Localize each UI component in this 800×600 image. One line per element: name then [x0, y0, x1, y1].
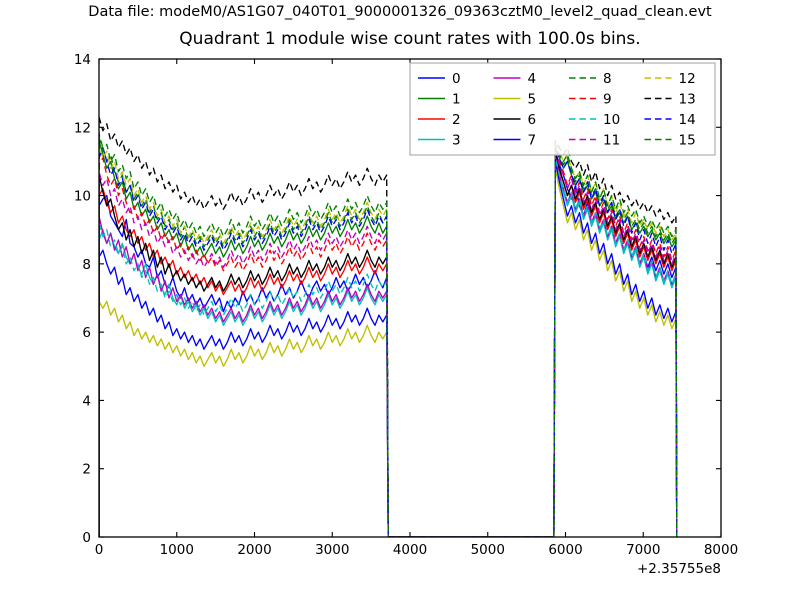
x-tick-label: 5000	[471, 542, 505, 558]
series-line-13	[99, 116, 678, 537]
y-tick-label: 0	[82, 530, 91, 546]
series-line-3	[99, 160, 678, 537]
y-tick-label: 8	[82, 257, 91, 273]
x-tick-label: 7000	[626, 542, 660, 558]
y-tick-label: 2	[82, 462, 91, 478]
x-tick-label: 0	[95, 542, 104, 558]
x-tick-label: 6000	[548, 542, 582, 558]
x-tick-label: 1000	[160, 542, 194, 558]
data-file-suptitle: Data file: modeM0/AS1G07_040T01_90000013…	[88, 4, 712, 20]
series-line-12	[99, 143, 678, 537]
legend-label-7: 7	[528, 133, 537, 149]
legend-label-9: 9	[603, 92, 612, 108]
legend-label-12: 12	[679, 71, 696, 87]
legend-label-2: 2	[452, 112, 461, 128]
y-tick-label: 6	[82, 325, 91, 341]
x-tick-label: 8000	[704, 542, 738, 558]
legend-label-10: 10	[603, 112, 620, 128]
y-tick-label: 14	[74, 52, 91, 68]
y-tick-label: 10	[74, 189, 91, 205]
plot-title: Quadrant 1 module wise count rates with …	[179, 29, 641, 49]
legend-box	[409, 62, 716, 156]
legend-label-4: 4	[528, 71, 537, 87]
x-tick-label: 4000	[393, 542, 427, 558]
series-line-7	[99, 160, 678, 537]
series-line-5	[99, 167, 678, 537]
series-line-2	[99, 157, 678, 537]
legend-label-5: 5	[528, 92, 537, 108]
series-line-6	[99, 150, 678, 537]
legend-label-1: 1	[452, 92, 461, 108]
legend-label-14: 14	[679, 112, 696, 128]
series-line-15	[99, 136, 678, 537]
legend-label-15: 15	[679, 133, 696, 149]
legend-label-13: 13	[679, 92, 696, 108]
series-line-9	[99, 147, 678, 537]
series-line-10	[99, 157, 678, 537]
y-tick-label: 4	[82, 393, 91, 409]
legend-label-8: 8	[603, 71, 612, 87]
legend-label-11: 11	[603, 133, 620, 149]
legend-label-6: 6	[528, 112, 537, 128]
series-line-14	[99, 147, 678, 537]
x-tick-label: 3000	[315, 542, 349, 558]
x-tick-label: 2000	[237, 542, 271, 558]
y-tick-label: 12	[74, 120, 91, 136]
series-line-1	[99, 140, 678, 537]
legend-label-3: 3	[452, 133, 461, 149]
series-line-11	[99, 150, 678, 537]
legend-label-0: 0	[452, 71, 461, 87]
x-axis-offset-label: +2.35755e8	[637, 561, 721, 577]
